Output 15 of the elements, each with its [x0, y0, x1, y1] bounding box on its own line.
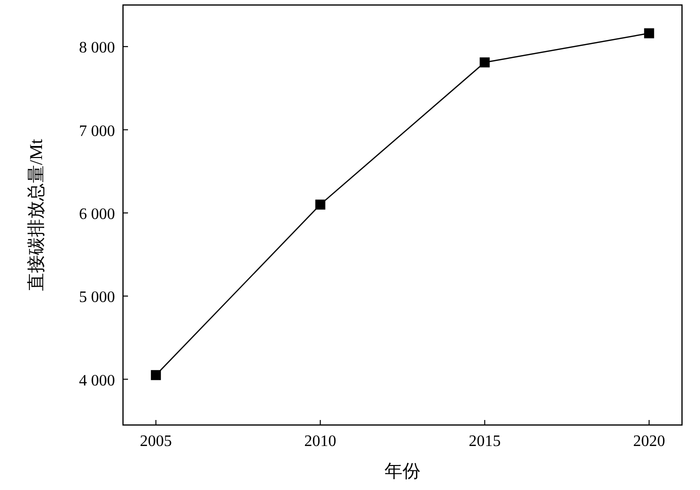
point [315, 200, 326, 210]
y-tick-label: 7 000 [79, 122, 115, 140]
y-axis-title: 直接碳排放总量/Mt [26, 138, 46, 292]
x-tick-label: 2005 [140, 433, 172, 450]
y-tick-label: 8 000 [79, 40, 115, 57]
y-tick-label: 6 000 [79, 206, 115, 223]
x-tick-label: 2010 [304, 433, 336, 450]
point [480, 57, 490, 68]
x-tick-label: 2020 [633, 433, 666, 450]
point [644, 28, 654, 38]
x-tick-label: 2015 [468, 433, 501, 450]
point [150, 370, 161, 380]
y-tick-label: 4 000 [79, 372, 115, 390]
x-axis-title: 年份 [384, 461, 420, 481]
y-tick-label: 5 000 [79, 289, 115, 306]
